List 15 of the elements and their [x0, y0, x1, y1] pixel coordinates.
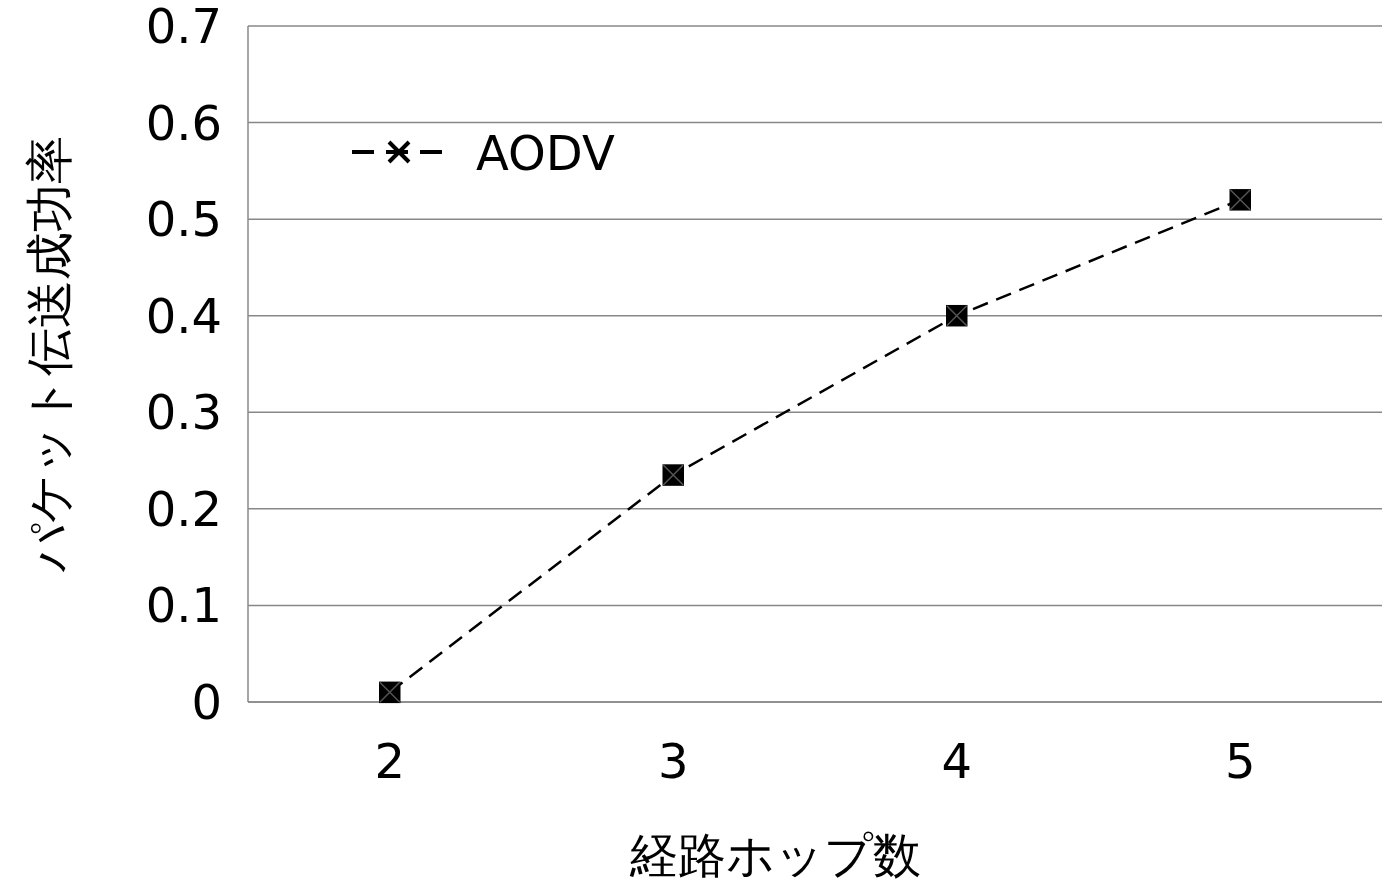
x-tick-label: 2 — [374, 733, 406, 789]
legend-label: AODV — [476, 125, 615, 181]
y-tick-label: 0.7 — [145, 0, 222, 54]
x-axis-title: 経路ホップ数 — [628, 827, 921, 883]
y-tick-label: 0.5 — [145, 191, 222, 248]
y-tick-label: 0.3 — [145, 384, 222, 441]
y-tick-label: 0.4 — [145, 287, 222, 344]
y-tick-label: 0.6 — [145, 94, 222, 151]
x-tick-label: 5 — [1224, 733, 1256, 789]
x-tick-label: 4 — [941, 733, 973, 789]
y-tick-label: 0.1 — [145, 577, 222, 634]
x-tick-label: 3 — [657, 733, 689, 789]
y-tick-label: 0 — [191, 674, 222, 730]
y-axis-title: パケット伝送成功率 — [21, 136, 77, 573]
y-tick-label: 0.2 — [145, 480, 222, 537]
